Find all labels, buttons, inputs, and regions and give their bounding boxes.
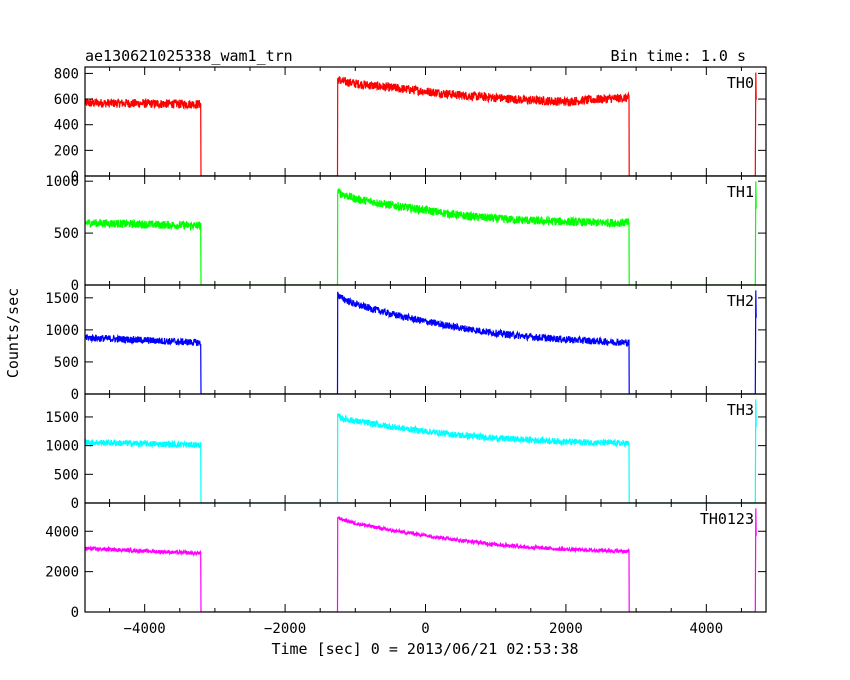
y-tick-label: 500 — [54, 226, 79, 242]
panel-label-th1: TH1 — [727, 183, 754, 201]
y-axis-label: Counts/sec — [4, 288, 22, 378]
panels-group: 0 200 400 600 800 TH0 0 500 1000 TH1 0 500 1000 1500 T… — [45, 66, 767, 637]
y-tick-label: 200 — [54, 143, 79, 159]
panel-th0: 0 200 400 600 800 TH0 — [54, 66, 767, 185]
series-line-th0 — [85, 72, 757, 176]
panel-label-th3: TH3 — [727, 401, 754, 419]
panel-label-th2: TH2 — [727, 292, 754, 310]
series-line-th2 — [85, 290, 757, 394]
y-tick-label: 0 — [71, 169, 79, 185]
panel-th2: 0 500 1000 1500 TH2 — [45, 284, 767, 403]
series-line-th3 — [85, 399, 757, 503]
x-tick-label: 2000 — [549, 621, 583, 637]
x-tick-label: −2000 — [264, 621, 306, 637]
y-tick-label: 1500 — [45, 410, 79, 426]
y-tick-label: 600 — [54, 92, 79, 108]
y-tick-label: 400 — [54, 118, 79, 134]
panel-frame — [84, 502, 767, 613]
y-tick-label: 0 — [71, 387, 79, 403]
x-tick-label: −4000 — [124, 621, 166, 637]
panel-label-th0: TH0 — [727, 74, 754, 92]
panel-th1: 0 500 1000 TH1 — [45, 174, 767, 294]
series-line-th1 — [85, 181, 757, 285]
panel-th3: 0 500 1000 1500 TH3 — [45, 393, 767, 512]
y-tick-label: 500 — [54, 355, 79, 371]
x-tick-label: 0 — [421, 621, 429, 637]
y-tick-label: 0 — [71, 496, 79, 512]
y-tick-label: 800 — [54, 66, 79, 82]
y-tick-label: 1000 — [45, 323, 79, 339]
series-line-th0123 — [85, 508, 757, 612]
y-tick-label: 2000 — [45, 565, 79, 581]
y-tick-label: 4000 — [45, 524, 79, 540]
bin-time-label: Bin time: 1.0 s — [611, 47, 746, 65]
panel-frame — [84, 284, 767, 395]
panel-frame — [84, 175, 767, 286]
y-tick-label: 1000 — [45, 174, 79, 190]
panel-frame — [84, 393, 767, 504]
y-tick-label: 0 — [71, 605, 79, 621]
panel-th0123: 0 2000 4000 TH0123 — [45, 502, 767, 621]
x-axis-label: Time [sec] 0 = 2013/06/21 02:53:38 — [271, 640, 578, 658]
y-tick-label: 0 — [71, 278, 79, 294]
panel-frame — [84, 66, 767, 177]
x-tick-label: 4000 — [689, 621, 723, 637]
chart-title: ae130621025338_wam1_trn — [85, 47, 293, 65]
y-tick-label: 500 — [54, 467, 79, 483]
panel-label-th0123: TH0123 — [700, 510, 754, 528]
y-tick-label: 1000 — [45, 439, 79, 455]
y-tick-label: 1500 — [45, 291, 79, 307]
